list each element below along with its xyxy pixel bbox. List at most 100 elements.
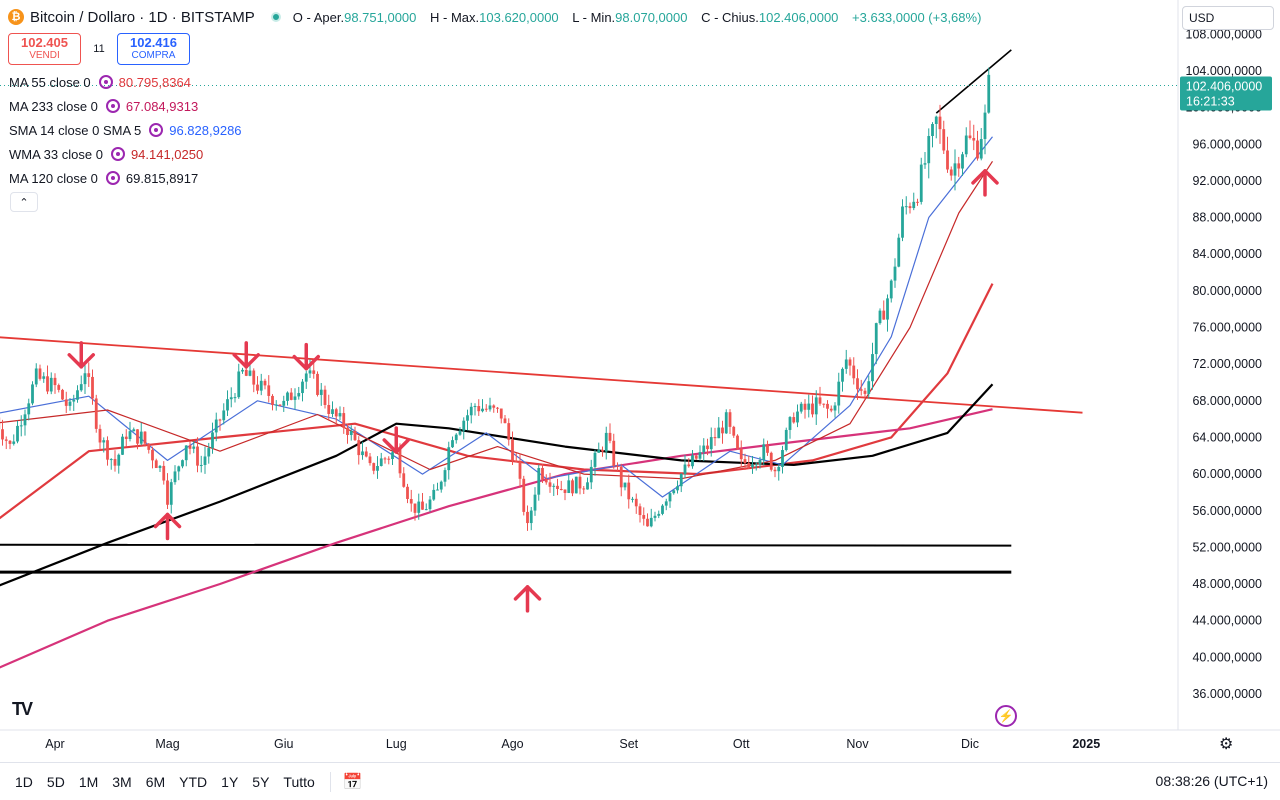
candle bbox=[346, 423, 349, 444]
candle bbox=[196, 437, 199, 473]
indicator-row[interactable]: MA 120 close 0 69.815,8917 bbox=[9, 169, 198, 187]
collapse-legend-button[interactable]: ⌃ bbox=[10, 192, 38, 212]
candle-body bbox=[571, 480, 574, 494]
sync-icon[interactable] bbox=[110, 147, 125, 161]
indicator-row[interactable]: SMA 14 close 0 SMA 5 96.828,9286 bbox=[9, 121, 242, 139]
lightning-icon[interactable]: ⚡ bbox=[995, 705, 1017, 727]
candle-body bbox=[541, 468, 544, 480]
candle bbox=[773, 467, 777, 478]
candle bbox=[4, 436, 8, 450]
candle-body bbox=[979, 139, 983, 159]
calendar-icon[interactable]: 📅 bbox=[342, 773, 363, 791]
candle bbox=[319, 382, 323, 406]
timeframe-button[interactable]: 1Y bbox=[221, 773, 239, 790]
symbol-title[interactable]: Bitcoin / Dollaro · 1D · BITSTAMP bbox=[30, 8, 255, 26]
tradingview-logo[interactable]: TV bbox=[12, 699, 33, 719]
candle-body bbox=[31, 384, 34, 404]
candle bbox=[312, 360, 316, 379]
candle-body bbox=[533, 494, 537, 511]
candle-body bbox=[151, 449, 154, 461]
candle bbox=[16, 420, 19, 444]
candle-body bbox=[837, 381, 841, 406]
timeframe-button[interactable]: Tutto bbox=[283, 773, 315, 790]
sync-icon[interactable] bbox=[105, 99, 120, 113]
candle bbox=[769, 451, 773, 472]
candle-body bbox=[923, 163, 927, 165]
candle-body bbox=[79, 384, 83, 391]
candle bbox=[293, 388, 297, 410]
candle-body bbox=[589, 466, 593, 483]
currency-select[interactable]: USD bbox=[1182, 6, 1274, 30]
divider bbox=[329, 771, 331, 792]
sell-button[interactable]: 102.405 VENDI bbox=[8, 33, 81, 65]
last-price-box bbox=[1180, 76, 1272, 111]
y-tick-label: 64.000,0000 bbox=[1192, 430, 1262, 444]
sync-icon[interactable] bbox=[105, 171, 120, 185]
buy-button[interactable]: 102.416 COMPRA bbox=[117, 33, 190, 65]
candle bbox=[874, 322, 878, 365]
timeframe-button[interactable]: 3M bbox=[112, 773, 132, 790]
candle bbox=[316, 371, 319, 397]
candle-body bbox=[964, 135, 968, 155]
candle bbox=[458, 427, 462, 436]
candle bbox=[338, 406, 342, 421]
indicator-row[interactable]: WMA 33 close 0 94.141,0250 bbox=[9, 145, 203, 163]
candle bbox=[376, 456, 379, 479]
candle bbox=[567, 473, 571, 494]
indicator-row[interactable]: MA 55 close 0 80.795,8364 bbox=[9, 73, 191, 91]
candle-body bbox=[601, 449, 604, 452]
candle-body bbox=[244, 369, 248, 376]
candle bbox=[563, 489, 567, 501]
candle bbox=[278, 404, 282, 407]
candle-body bbox=[439, 481, 443, 490]
candle-body bbox=[417, 501, 421, 513]
sync-icon[interactable] bbox=[98, 75, 113, 89]
candle bbox=[128, 421, 132, 442]
candle-body bbox=[289, 392, 293, 400]
timeframe-button[interactable]: 6M bbox=[145, 773, 166, 790]
timeframe-button[interactable]: YTD bbox=[179, 773, 208, 790]
candle bbox=[387, 456, 391, 465]
candle-body bbox=[19, 425, 23, 427]
candle bbox=[923, 151, 927, 169]
candle bbox=[31, 381, 34, 406]
candle bbox=[372, 462, 376, 475]
candle-body bbox=[323, 389, 327, 405]
candle-body bbox=[507, 423, 511, 440]
gear-icon[interactable]: ⚙ bbox=[1219, 736, 1234, 753]
candle-body bbox=[413, 503, 417, 513]
candle bbox=[927, 128, 931, 179]
candle-body bbox=[492, 405, 496, 408]
candle bbox=[424, 503, 428, 511]
price-chart[interactable]: 36.000,0000 40.000,0000 44.000,0000 48.000,… bbox=[0, 0, 1280, 760]
close-value: 102.406,0000 bbox=[758, 9, 839, 25]
timeframe-button[interactable]: 5D bbox=[46, 773, 65, 790]
candle bbox=[574, 476, 578, 494]
candle bbox=[364, 446, 368, 458]
buy-price: 102.416 bbox=[130, 35, 177, 50]
clock[interactable]: 08:38:26 (UTC+1) bbox=[1155, 773, 1268, 789]
candle-body bbox=[732, 426, 736, 436]
timeframe-button[interactable]: 1M bbox=[78, 773, 99, 790]
market-status-icon[interactable] bbox=[270, 12, 281, 22]
sync-icon[interactable] bbox=[149, 123, 164, 137]
candle-body bbox=[616, 465, 619, 467]
timeframe-button[interactable]: 1D bbox=[15, 773, 33, 790]
candle-body bbox=[8, 440, 12, 444]
ma-line bbox=[0, 408, 993, 669]
candle-body bbox=[773, 469, 777, 472]
candle bbox=[721, 420, 724, 444]
candle-body bbox=[334, 409, 338, 417]
change-value: +3.633,0000 (+3,68%) bbox=[852, 9, 982, 25]
indicator-row[interactable]: MA 233 close 0 67.084,9313 bbox=[9, 97, 198, 115]
candle-body bbox=[724, 412, 728, 434]
candle-body bbox=[469, 406, 473, 416]
timeframe-button[interactable]: 5Y bbox=[252, 773, 270, 790]
candle-body bbox=[128, 431, 132, 439]
candle bbox=[432, 484, 436, 501]
candle bbox=[23, 409, 27, 436]
candle bbox=[597, 442, 601, 453]
indicator-label: WMA 33 close 0 bbox=[9, 146, 103, 162]
candle-body bbox=[136, 429, 139, 444]
